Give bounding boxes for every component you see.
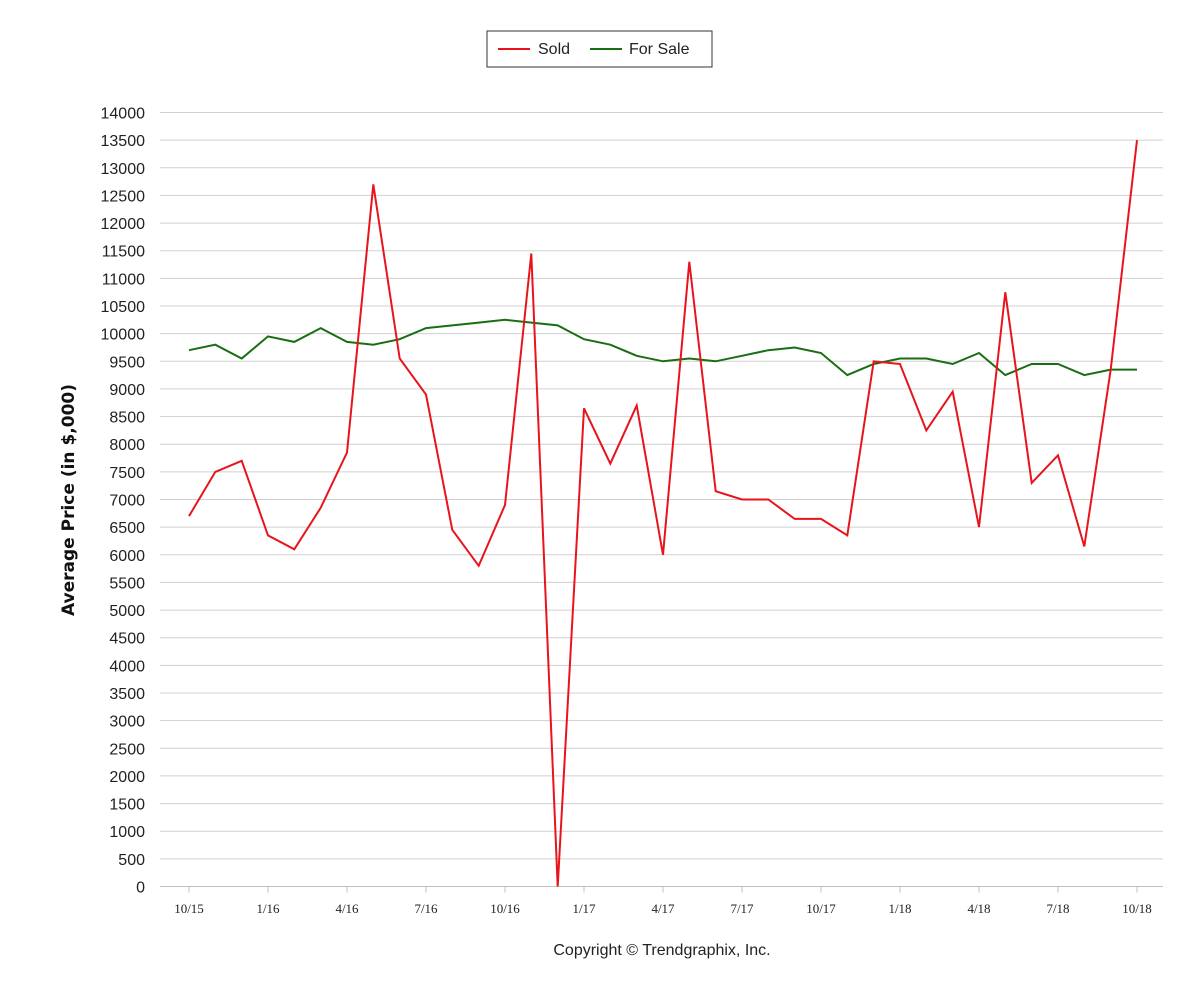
y-tick-label: 0	[136, 880, 145, 897]
y-tick-label: 12500	[101, 188, 146, 205]
x-tick-label: 1/18	[888, 901, 911, 916]
y-tick-label: 11500	[102, 244, 145, 261]
y-tick-label: 10000	[101, 327, 146, 344]
x-tick-label: 7/17	[730, 901, 754, 916]
y-axis-label: Average Price (in $,000)	[59, 384, 79, 616]
y-tick-label: 8500	[109, 410, 145, 427]
y-tick-label: 10500	[101, 299, 146, 316]
y-tick-label: 5500	[109, 575, 145, 592]
series-line-for-sale	[188, 318, 1137, 377]
y-tick-label: 5000	[109, 603, 145, 620]
x-tick-label: 1/17	[572, 901, 596, 916]
y-tick-label: 13000	[101, 161, 146, 178]
y-tick-label: 4000	[109, 658, 145, 675]
x-tick-label: 4/17	[651, 901, 675, 916]
y-tick-label: 14000	[101, 106, 146, 123]
y-tick-label: 500	[118, 852, 145, 869]
y-tick-label: 3000	[109, 714, 145, 731]
x-tick-label: 10/17	[806, 901, 836, 916]
y-tick-label: 2500	[109, 741, 145, 758]
x-tick-label: 10/16	[490, 901, 520, 916]
y-tick-label: 1500	[109, 797, 145, 814]
x-tick-label: 7/18	[1046, 901, 1069, 916]
gridlines	[160, 112, 1163, 887]
x-tick-label: 1/16	[256, 901, 280, 916]
x-axis: 10/15 1/16 4/16 7/16 10/16 1/17 4/17 7/17 10/17 1…	[174, 886, 1152, 916]
x-tick-label: 4/16	[335, 901, 359, 916]
y-tick-label: 4500	[109, 631, 145, 648]
y-tick-label: 7500	[109, 465, 145, 482]
y-tick-label: 11000	[102, 271, 145, 288]
x-tick-label: 10/18	[1122, 901, 1152, 916]
legend: Sold For Sale	[486, 30, 713, 68]
y-axis-ticks: 0 500 1000 1500 2000 2500 3000 3500 4000 4500 5000…	[101, 106, 146, 897]
y-tick-label: 8000	[109, 437, 145, 454]
y-tick-label: 9000	[109, 382, 145, 399]
y-tick-label: 2000	[109, 769, 145, 786]
copyright-footer: Copyright © Trendgraphix, Inc.	[553, 942, 770, 959]
y-tick-label: 12000	[101, 216, 146, 233]
y-tick-label: 6500	[109, 520, 145, 537]
x-tick-label: 7/16	[414, 901, 438, 916]
y-tick-label: 3500	[109, 686, 145, 703]
plot-area	[188, 139, 1138, 887]
series-line-sold	[188, 139, 1138, 887]
legend-label-sold: Sold	[538, 41, 570, 58]
y-tick-label: 9500	[109, 354, 145, 371]
x-tick-label: 4/18	[967, 901, 990, 916]
y-tick-label: 7000	[109, 493, 145, 510]
y-tick-label: 1000	[109, 824, 145, 841]
y-tick-label: 6000	[109, 548, 145, 565]
y-tick-label: 13500	[101, 133, 146, 150]
legend-label-for-sale: For Sale	[629, 41, 690, 58]
x-tick-label: 10/15	[174, 901, 204, 916]
